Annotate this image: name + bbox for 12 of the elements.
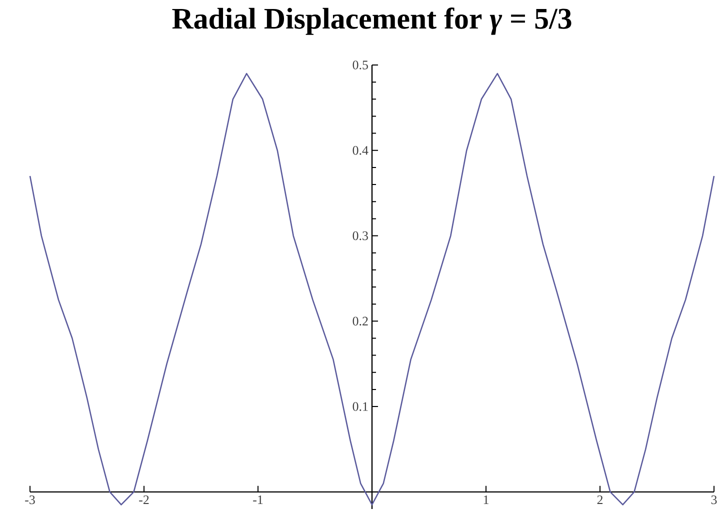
y-tick-label: 0.1 bbox=[352, 402, 368, 411]
chart-title: Radial Displacement for γ = 5/3 bbox=[172, 8, 572, 35]
y-tick-label: 0.3 bbox=[352, 231, 368, 240]
y-tick-label: 0.4 bbox=[352, 146, 368, 155]
x-tick-label: -3 bbox=[25, 495, 35, 504]
x-tick-label: -2 bbox=[139, 495, 149, 504]
y-tick-label: 0.5 bbox=[352, 60, 368, 70]
x-tick-label: 3 bbox=[711, 495, 717, 504]
x-tick-label: 2 bbox=[597, 495, 603, 504]
x-tick-label: 1 bbox=[484, 495, 488, 504]
x-tick-label: -1 bbox=[253, 495, 263, 504]
y-tick-label: 0.2 bbox=[352, 316, 368, 326]
